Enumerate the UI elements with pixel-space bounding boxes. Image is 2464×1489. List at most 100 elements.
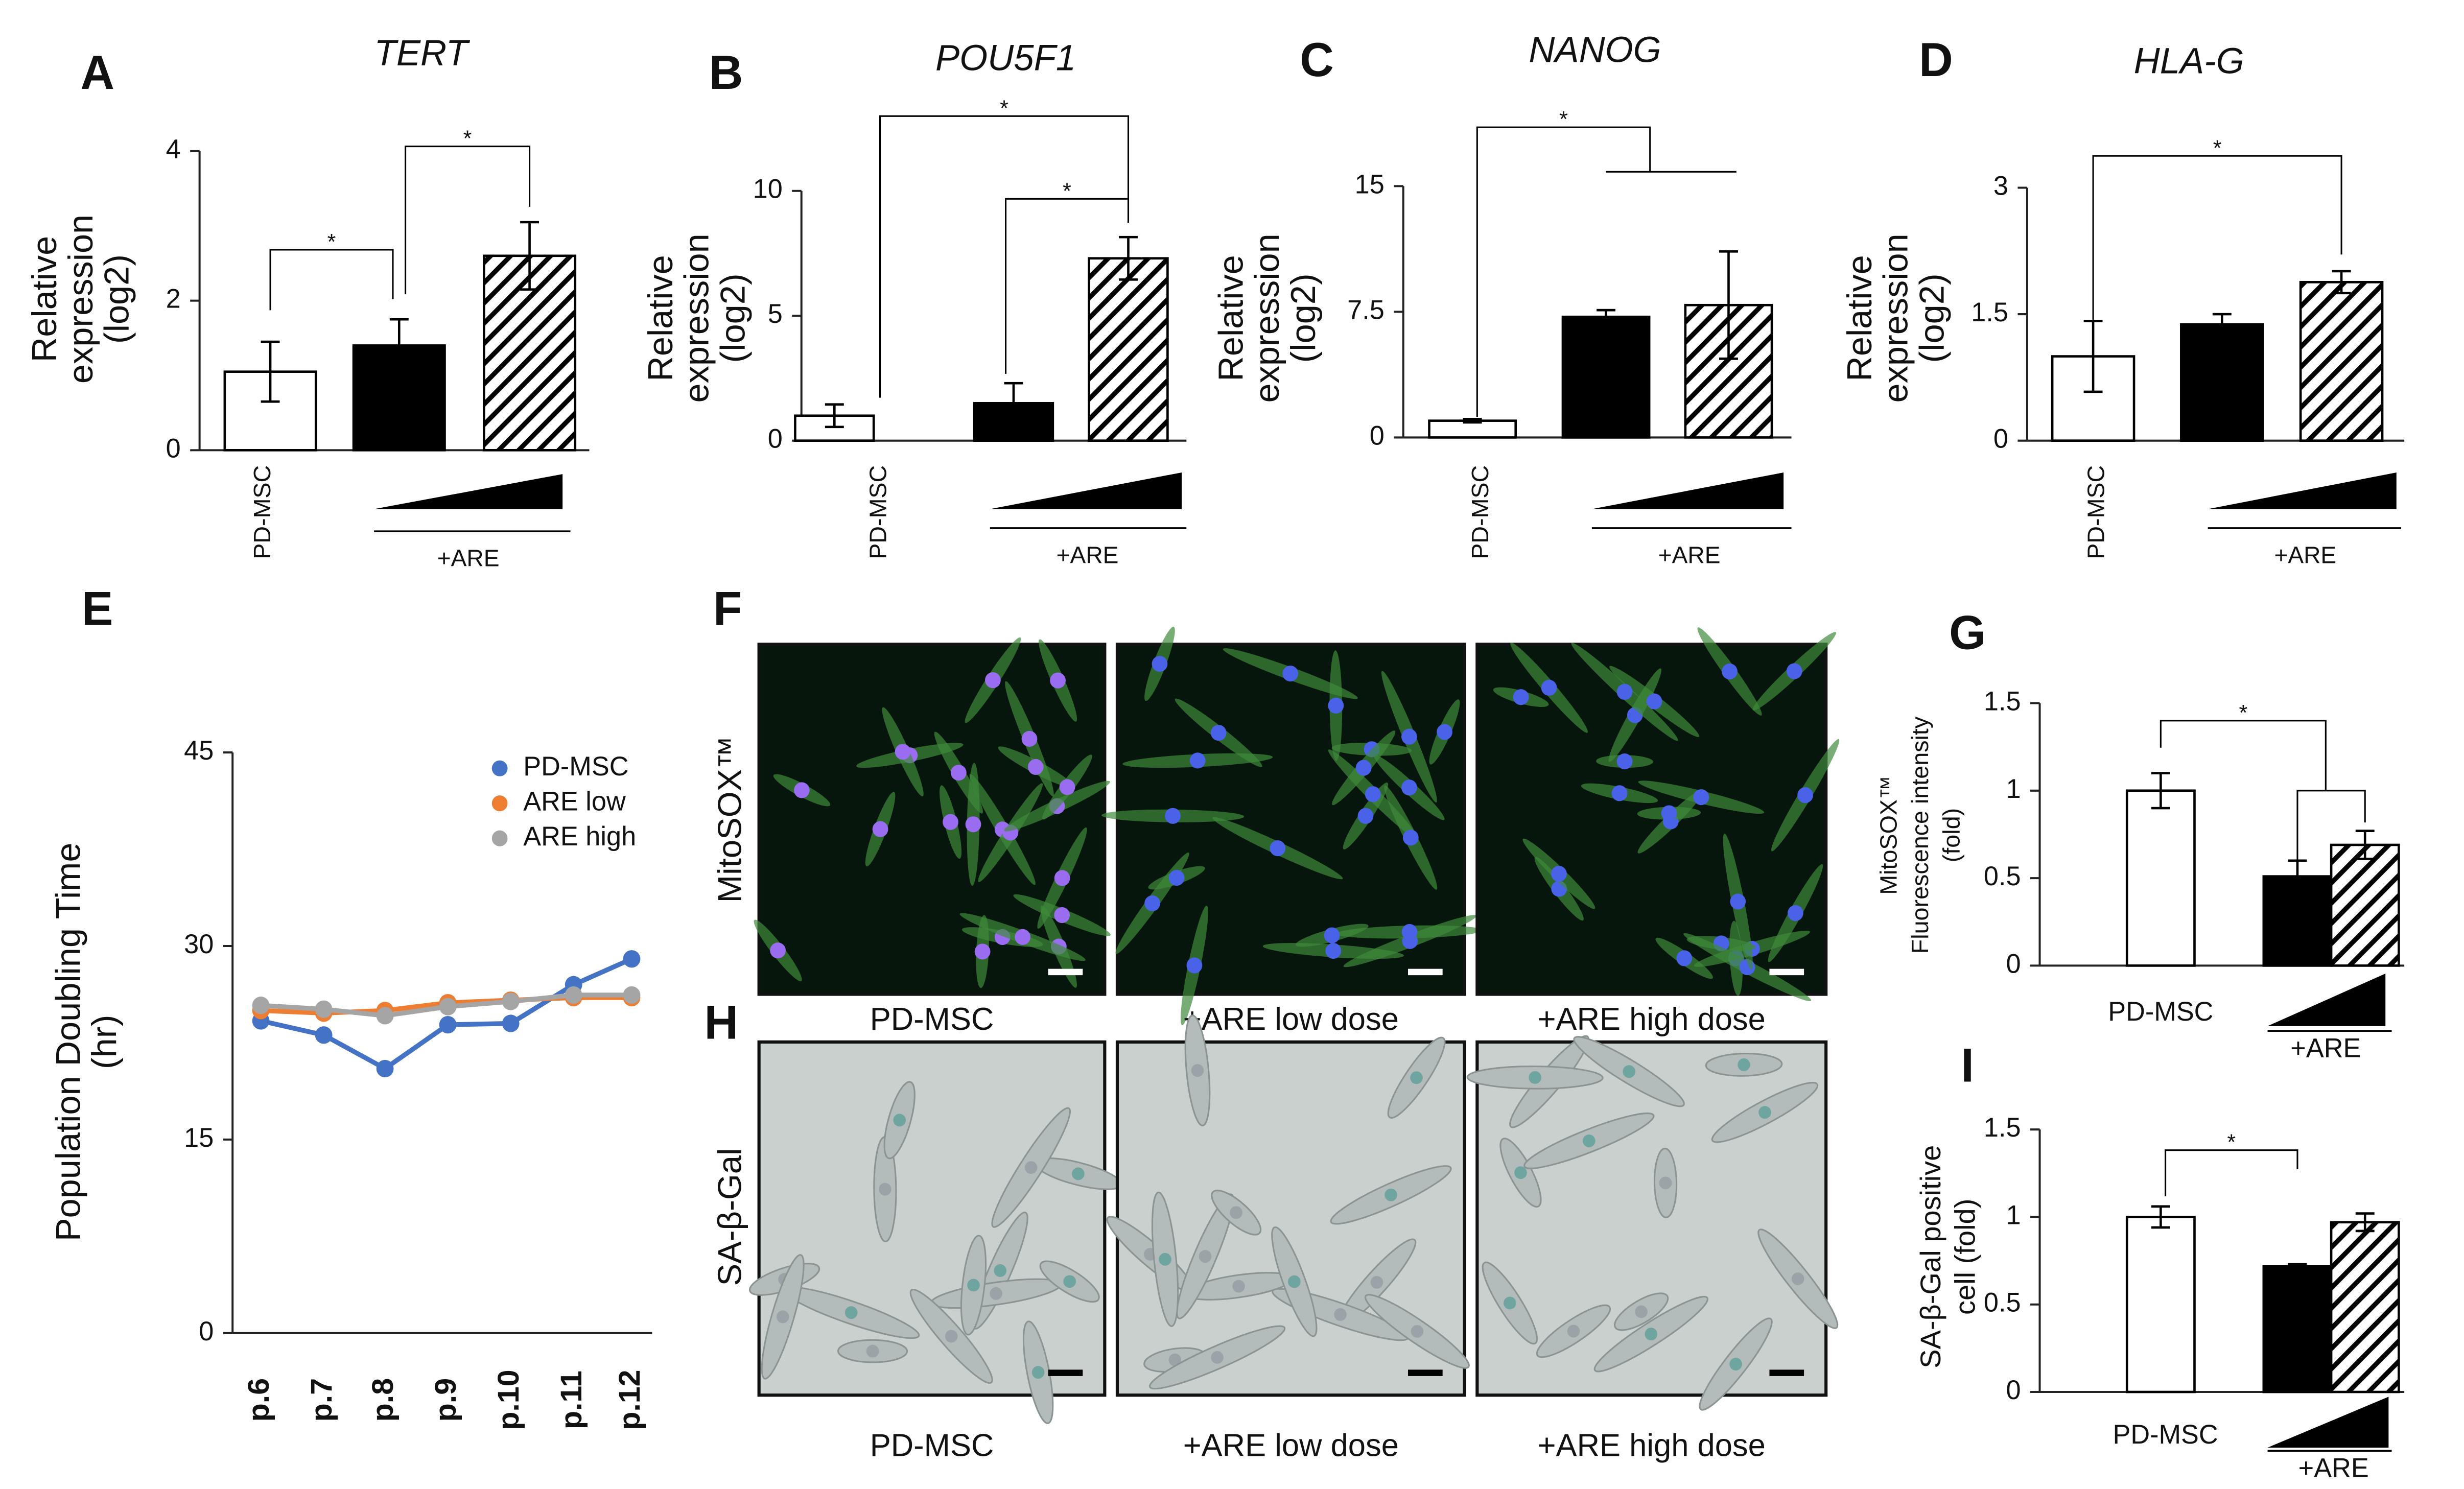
nucleus: [1072, 1167, 1085, 1180]
y-axis-label: (hr): [85, 1015, 124, 1070]
y-axis-label: (log2): [714, 273, 753, 363]
nucleus: [1031, 1366, 1045, 1379]
nucleus: [1168, 1353, 1182, 1366]
y-tick-label: 1.5: [1984, 1113, 2021, 1143]
x-tick-label: PD-MSC: [865, 465, 891, 559]
nucleus: [770, 942, 786, 959]
nucleus: [1370, 1275, 1383, 1289]
significance-label: *: [2227, 1130, 2236, 1154]
nucleus: [1054, 870, 1070, 886]
x-tick-label: p.9: [429, 1378, 462, 1422]
y-axis-label: Relative: [641, 255, 680, 381]
point: [623, 986, 641, 1004]
nucleus: [1529, 1071, 1541, 1084]
nucleus: [1791, 1272, 1804, 1286]
nucleus: [1411, 1325, 1424, 1338]
nucleus: [1646, 693, 1662, 710]
nucleus: [893, 1114, 906, 1127]
significance-bracket: [269, 249, 394, 311]
significance-bracket: [405, 145, 531, 295]
nucleus: [1328, 697, 1344, 714]
error-bar: [2355, 830, 2375, 860]
nucleus: [1616, 753, 1633, 770]
y-tick-label: 0: [2006, 949, 2021, 979]
significance-label: *: [1559, 107, 1568, 132]
nucleus: [1676, 950, 1693, 966]
nucleus: [1659, 1176, 1672, 1190]
chart-title: NANOG: [1529, 30, 1661, 70]
y-tick-label: 0.5: [1984, 861, 2021, 891]
error-bar: [1463, 418, 1482, 424]
nucleus: [1021, 730, 1038, 747]
legend-label: ARE high: [523, 821, 636, 852]
nucleus: [1437, 724, 1452, 740]
nucleus: [1063, 1275, 1076, 1288]
y-tick-label: 7.5: [1347, 295, 1384, 325]
group-label: +ARE: [437, 545, 500, 571]
nucleus: [879, 1183, 891, 1196]
nucleus: [1730, 893, 1746, 910]
nucleus: [1645, 1328, 1658, 1341]
x-tick-label: PD-MSC: [2113, 1420, 2218, 1450]
y-tick-label: 1.5: [1971, 297, 2008, 327]
image-caption: PD-MSC: [870, 1428, 994, 1463]
bar: [2125, 789, 2196, 967]
group-label: +ARE: [1057, 541, 1119, 568]
y-axis-label: Population Doubling Time: [49, 843, 88, 1242]
point: [439, 1015, 457, 1034]
nucleus: [1384, 1188, 1397, 1201]
nucleus: [1270, 840, 1286, 857]
nucleus: [965, 816, 981, 833]
nucleus: [1355, 760, 1372, 776]
dose-triangle: [2267, 973, 2386, 1026]
nucleus: [872, 821, 888, 837]
x-tick-label: PD-MSC: [1467, 465, 1493, 559]
legend-marker: [491, 830, 508, 846]
panel-letter: H: [705, 996, 739, 1049]
legend-label: PD-MSC: [523, 751, 628, 782]
nucleus: [994, 1264, 1007, 1277]
nucleus: [1401, 924, 1418, 940]
group-label: +ARE: [1658, 541, 1721, 568]
y-tick-label: 5: [768, 299, 783, 329]
point: [376, 1007, 394, 1025]
nucleus: [1729, 1358, 1742, 1370]
image-caption: +ARE high dose: [1538, 1001, 1766, 1036]
nucleus: [1513, 689, 1529, 705]
nucleus: [1401, 779, 1417, 796]
nucleus: [1693, 789, 1709, 806]
nucleus: [1159, 1252, 1171, 1266]
group-label: +ARE: [2274, 541, 2336, 568]
nucleus: [1551, 866, 1567, 882]
y-axis-label: (fold): [1938, 808, 1965, 862]
x-tick-label: p.12: [613, 1369, 646, 1430]
y-tick-label: 1: [2006, 774, 2021, 804]
significance-label: *: [2239, 701, 2247, 725]
y-tick-label: 15: [1355, 169, 1384, 199]
significance-bracket: [2296, 790, 2366, 867]
y-tick-label: 10: [753, 174, 783, 204]
image-caption: +ARE low dose: [1183, 1001, 1399, 1036]
y-tick-label: 0: [2006, 1375, 2021, 1405]
image-bg: [757, 643, 1107, 996]
y-axis-label: expression: [1876, 233, 1915, 403]
nucleus: [1152, 656, 1168, 672]
panel-letter: D: [1919, 33, 1953, 87]
significance-label: *: [463, 126, 472, 151]
row-label: MitoSOX™: [711, 736, 748, 903]
image-caption: +ARE low dose: [1183, 1428, 1399, 1463]
y-tick-label: 30: [184, 929, 214, 959]
x-tick-label: p.6: [242, 1378, 275, 1422]
significance-bracket: [2165, 1149, 2298, 1196]
dose-triangle: [990, 472, 1182, 509]
nucleus: [1024, 1161, 1038, 1174]
x-tick-label: PD-MSC: [2108, 997, 2213, 1027]
error-bar: [1119, 235, 1138, 281]
nucleus: [1050, 672, 1066, 689]
nucleus: [1059, 779, 1075, 795]
nucleus: [1325, 942, 1342, 959]
legend-marker: [491, 760, 508, 776]
point: [315, 1026, 333, 1044]
error-bar: [825, 403, 844, 429]
nucleus: [1365, 786, 1381, 802]
